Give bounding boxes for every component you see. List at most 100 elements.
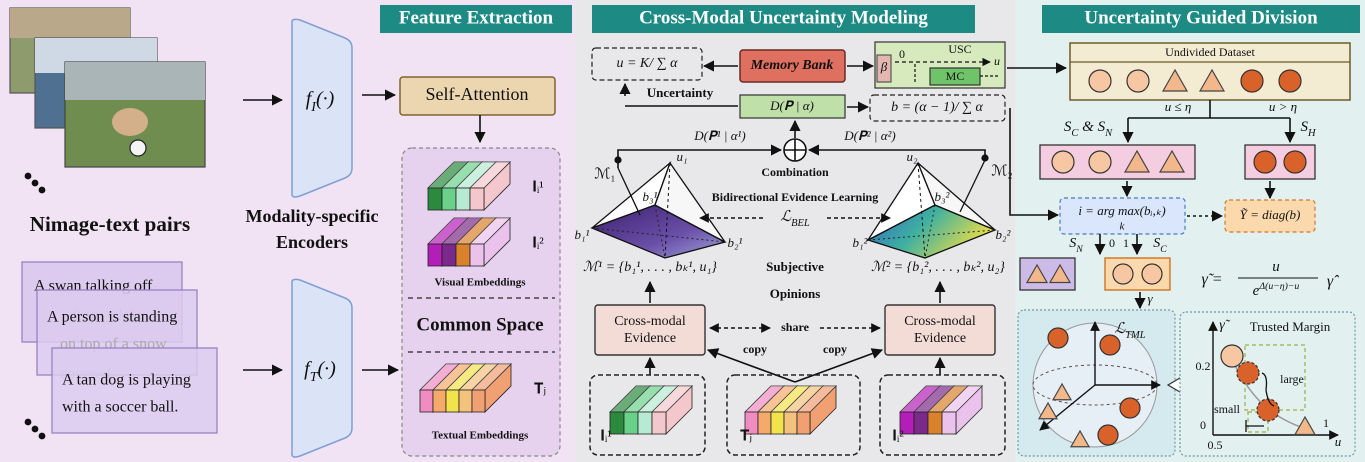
embedding-bar-front	[941, 411, 957, 435]
label: γ	[1147, 291, 1153, 306]
label: small	[1214, 402, 1241, 416]
dirichlet-box	[739, 94, 846, 119]
label: b₃²	[935, 189, 951, 204]
label: A tan dog is playing	[62, 372, 191, 389]
embedding-bar-shade	[456, 162, 496, 188]
formula-part: γ̃ =	[1201, 271, 1222, 288]
section-title: Uncertainty Guided Division	[1084, 7, 1318, 28]
embedding-bar-shade	[624, 386, 664, 412]
label: 𝐈ᵢ¹	[532, 179, 544, 195]
formula-part: (·)	[316, 88, 335, 110]
opinion-edge	[924, 204, 936, 259]
sample-circle	[1097, 424, 1119, 446]
brace	[1261, 372, 1275, 407]
label: 𝐓ⱼ	[740, 428, 752, 444]
sample-circle	[1278, 69, 1302, 93]
label: ℳ₁	[594, 166, 615, 182]
formula-part: TML	[1125, 330, 1146, 341]
pairs-label: Nimage-text pairs	[30, 212, 190, 236]
label: β	[880, 59, 888, 74]
image-encoder: fI(·)	[306, 88, 335, 115]
embedding-bar-shade	[652, 386, 692, 412]
sample-triangle	[1158, 149, 1186, 173]
label: k	[1120, 221, 1126, 233]
sample-circle	[1099, 334, 1121, 356]
section-title: Feature Extraction	[399, 7, 554, 28]
set-label: SC	[1153, 236, 1167, 255]
label: 𝐈ᵢ²	[532, 235, 544, 251]
sample-circle	[1088, 150, 1112, 174]
set-label: SC & SN	[1064, 119, 1113, 138]
label: u₁	[676, 149, 687, 164]
embedding-bar-shade	[442, 218, 482, 244]
soft-label-box	[1224, 199, 1316, 233]
embedding-bar-front	[455, 243, 471, 267]
photo-dog	[112, 108, 148, 136]
label: USC	[948, 42, 971, 56]
label: large	[1280, 372, 1304, 386]
embedding-bar-front	[445, 389, 460, 413]
opinion-edge	[654, 204, 666, 259]
node-dot	[614, 156, 622, 164]
memory-bank-box	[739, 49, 846, 83]
embedding-bar-shade	[428, 218, 468, 244]
formula-part: f	[304, 358, 312, 380]
embedding-bar-shade	[459, 364, 498, 390]
sample-circle	[1088, 69, 1112, 93]
label: b₂²	[996, 227, 1012, 242]
input-box	[726, 374, 861, 456]
sample-circle	[1126, 69, 1150, 93]
embedding-bar-shade	[470, 162, 510, 188]
embedding-bar-shade	[928, 386, 968, 412]
label: 1	[1323, 416, 1329, 430]
set-label: SH	[1300, 119, 1317, 138]
embedding-bar-shade	[456, 218, 496, 244]
bel-loss: ℒBEL	[780, 209, 810, 228]
label: copy	[823, 342, 847, 356]
embedding-bar-front	[637, 411, 653, 435]
label: Combination	[761, 165, 829, 179]
label: with a soccer ball.	[62, 399, 178, 416]
label: Self-Attention	[426, 84, 529, 104]
subset-box	[1019, 257, 1076, 291]
label: Subjective	[766, 259, 824, 274]
connector	[1128, 100, 1290, 119]
label: ℳ² = {b₁², . . . , bₖ², u₂}	[871, 260, 1005, 275]
label: Textual Embeddings	[432, 430, 529, 442]
label: 𝐈ᵢ²	[892, 428, 904, 444]
connector	[959, 159, 986, 213]
embedding-bar-front	[427, 243, 443, 267]
label: Cross-modal	[614, 314, 686, 329]
embedding-bar-front	[441, 243, 457, 267]
formula-part: S	[1064, 119, 1072, 135]
input-box	[589, 374, 706, 456]
embedding-bar-front	[651, 411, 667, 435]
margin-formula: eΔ(u−η)−u	[1253, 281, 1300, 300]
sample-triangle	[1037, 401, 1059, 420]
formula-part: C	[1071, 128, 1079, 139]
embedding-bar-front	[469, 187, 485, 211]
formula-part: (·)	[318, 358, 337, 380]
formula-part: BEL	[791, 218, 810, 229]
sample-triangle	[1123, 149, 1151, 173]
photo	[65, 62, 205, 100]
embedding-bar-front	[432, 389, 447, 413]
embedding-bar-shade	[900, 386, 940, 412]
label: b = (α − 1)/ ∑ α	[891, 100, 983, 115]
embedding-bar-shade	[446, 364, 485, 390]
evidence-box	[594, 304, 706, 356]
label: 0	[899, 47, 905, 61]
label: Cross-modal	[904, 314, 976, 329]
formula-part: N	[1075, 244, 1083, 255]
embedding-bar-shade	[420, 364, 459, 390]
embedding-bar-front	[471, 389, 486, 413]
margin-formula: γ̃ =	[1201, 271, 1222, 288]
embedding-bar-shade	[914, 386, 954, 412]
sample-circle	[1141, 263, 1163, 285]
encoder-shape	[291, 18, 353, 198]
embedding-bar-shade	[442, 162, 482, 188]
embedding-bar-front	[441, 187, 457, 211]
sample-triangle	[1048, 263, 1072, 284]
sample-triangle	[1051, 382, 1073, 401]
